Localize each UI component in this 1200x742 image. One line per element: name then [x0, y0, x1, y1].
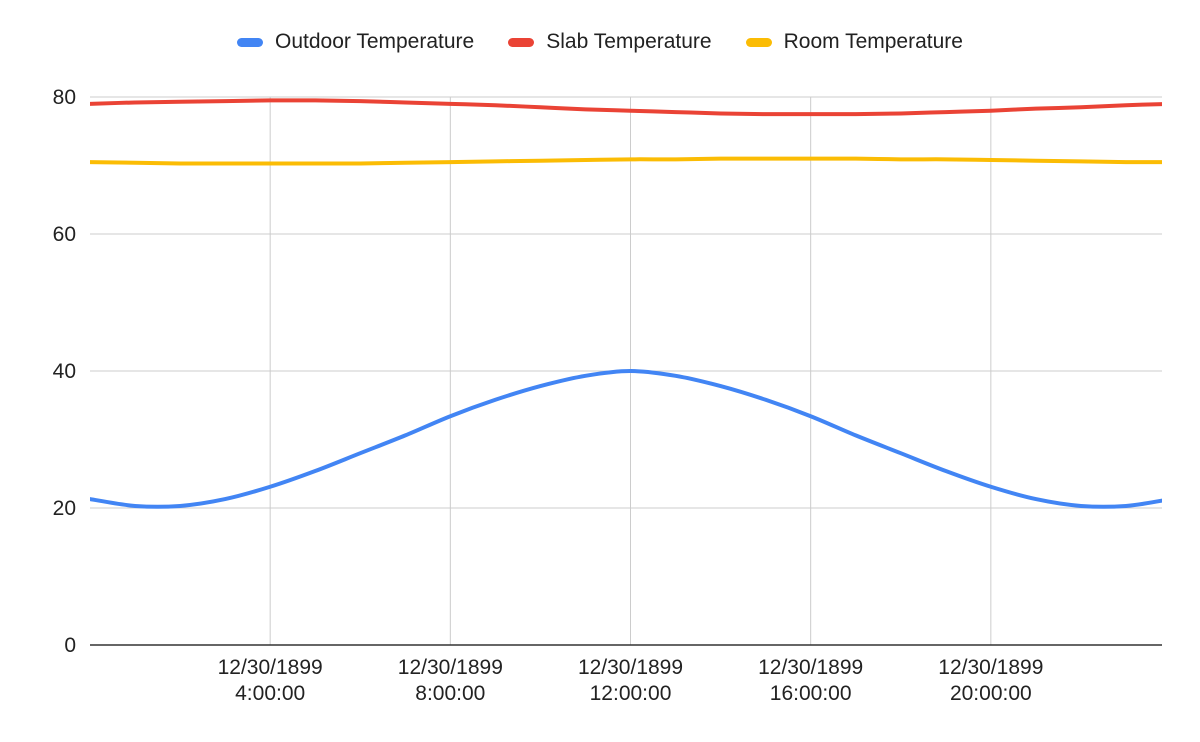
x-tick-label: 20:00:00 [950, 682, 1032, 705]
x-tick-label: 12/30/1899 [758, 656, 863, 679]
legend-swatch-slab [508, 37, 535, 47]
legend-item-slab-temperature[interactable]: Slab Temperature [508, 30, 712, 54]
y-tick-label: 80 [53, 86, 76, 109]
series-line-slab-temperature [90, 98, 1162, 117]
x-tick-label: 12/30/1899 [938, 656, 1043, 679]
y-tick-label: 60 [53, 223, 76, 246]
x-tick-label: 12/30/1899 [218, 656, 323, 679]
legend-label-slab: Slab Temperature [546, 30, 712, 53]
x-tick-label: 16:00:00 [770, 682, 852, 705]
x-tick-label: 12/30/1899 [398, 656, 503, 679]
legend: Outdoor Temperature Slab Temperature Roo… [0, 30, 1200, 54]
y-tick-label: 0 [64, 634, 76, 657]
series-line-room-temperature [90, 156, 1162, 166]
y-tick-label: 20 [53, 497, 76, 520]
legend-label-outdoor: Outdoor Temperature [275, 30, 475, 53]
x-tick-label: 4:00:00 [235, 682, 305, 705]
legend-swatch-room [745, 37, 772, 47]
legend-swatch-outdoor [237, 37, 263, 47]
legend-label-room: Room Temperature [783, 30, 963, 53]
x-tick-label: 12/30/1899 [578, 656, 683, 679]
series-layer [90, 98, 1162, 509]
axes: 0 20 40 60 80 12/30/1899 4:00:00 12/30/1899 8:00… [53, 86, 1162, 705]
legend-item-room-temperature[interactable]: Room Temperature [745, 30, 963, 54]
x-tick-label: 12:00:00 [590, 682, 672, 705]
legend-item-outdoor-temperature[interactable]: Outdoor Temperature [237, 30, 474, 54]
series-line-outdoor-temperature [90, 369, 1162, 509]
x-tick-label: 8:00:00 [415, 682, 485, 705]
y-tick-label: 40 [53, 360, 76, 383]
